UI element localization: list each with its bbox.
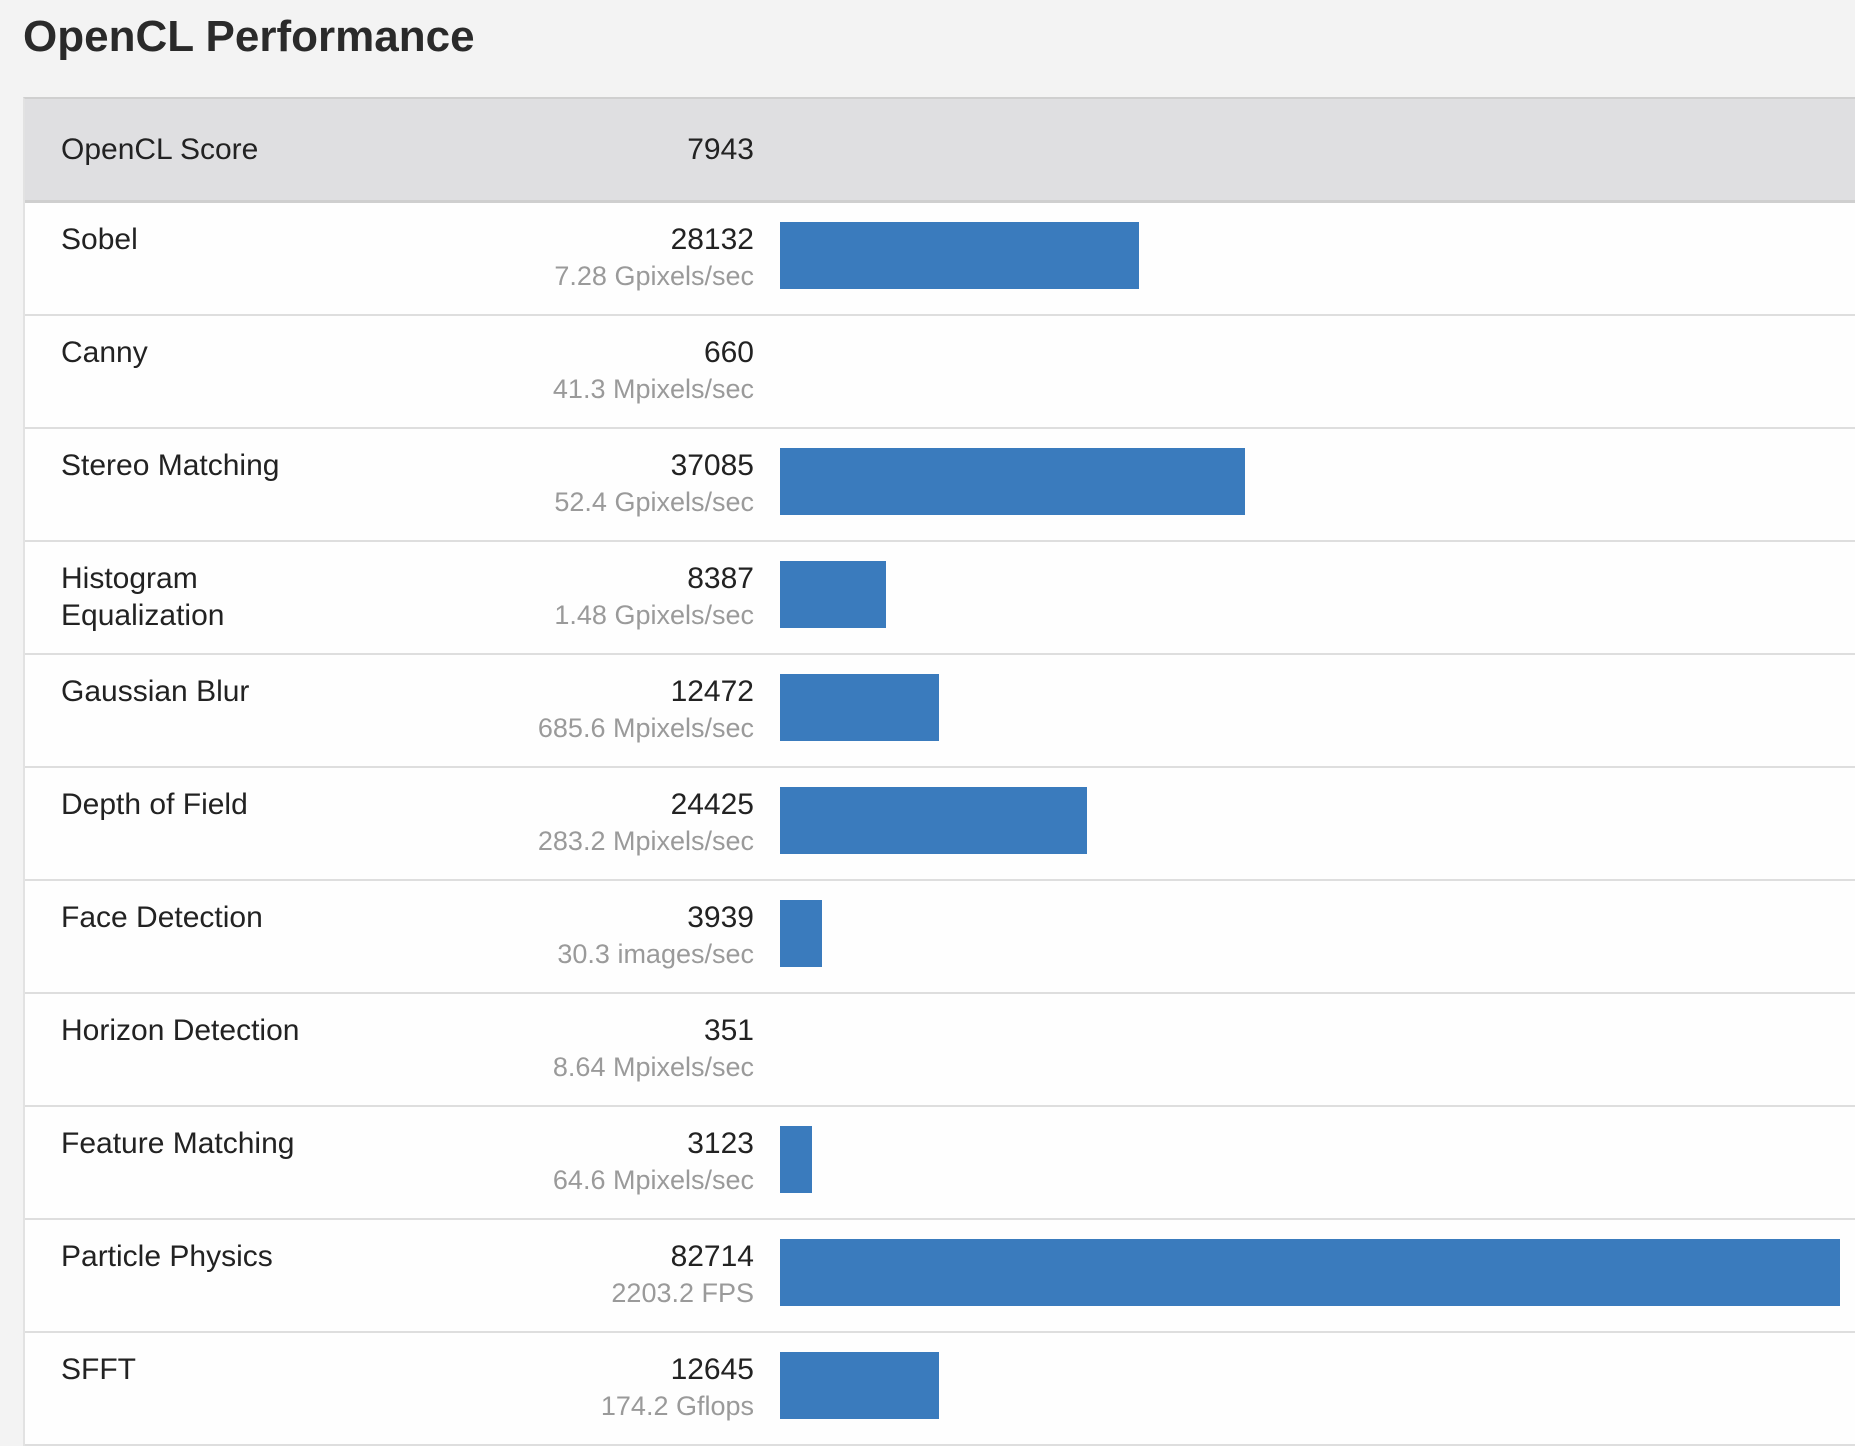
benchmark-rate: 52.4 Gpixels/sec <box>554 487 754 517</box>
benchmark-score: 28132 <box>670 223 754 256</box>
score-bar <box>780 1126 812 1193</box>
table-row: SFFT 12645 174.2 Gflops <box>25 1333 1855 1446</box>
benchmark-score: 351 <box>703 1014 754 1047</box>
benchmark-name: SFFT <box>61 1353 136 1386</box>
benchmark-table: OpenCL Score 7943 Sobel 28132 7.28 Gpixels… <box>23 97 1855 1446</box>
benchmark-rate: 2203.2 FPS <box>611 1278 754 1308</box>
table-row: Canny 660 41.3 Mpixels/sec <box>25 316 1855 429</box>
benchmark-score: 24425 <box>670 788 754 821</box>
summary-label: OpenCL Score <box>61 133 259 166</box>
table-row: Horizon Detection 351 8.64 Mpixels/sec <box>25 994 1855 1107</box>
score-bar <box>780 787 1088 854</box>
benchmark-rate: 283.2 Mpixels/sec <box>537 826 754 856</box>
benchmark-name: Horizon Detection <box>61 1014 300 1047</box>
summary-row: OpenCL Score 7943 <box>25 99 1855 203</box>
score-bar <box>780 1352 939 1419</box>
page-title: OpenCL Performance <box>23 12 475 61</box>
benchmark-score: 3939 <box>687 901 754 934</box>
benchmark-rate: 685.6 Mpixels/sec <box>537 713 754 743</box>
benchmark-score: 8387 <box>687 562 754 595</box>
benchmark-name: Depth of Field <box>61 788 248 821</box>
benchmark-name: Sobel <box>61 223 138 256</box>
benchmark-name: Histogram Equalization <box>61 562 225 632</box>
table-row: Sobel 28132 7.28 Gpixels/sec <box>25 203 1855 316</box>
score-bar <box>780 900 823 967</box>
benchmark-score: 660 <box>703 336 754 369</box>
benchmark-name: Feature Matching <box>61 1127 295 1160</box>
table-row: Face Detection 3939 30.3 images/sec <box>25 881 1855 994</box>
score-bar <box>780 561 886 628</box>
benchmark-score: 82714 <box>670 1240 754 1273</box>
benchmark-rate: 7.28 Gpixels/sec <box>554 261 754 291</box>
benchmark-rate: 41.3 Mpixels/sec <box>552 374 754 404</box>
benchmark-rate: 64.6 Mpixels/sec <box>552 1165 754 1195</box>
score-bar <box>780 222 1140 289</box>
score-bar <box>780 674 939 741</box>
benchmark-name: Canny <box>61 336 148 369</box>
benchmark-rate: 174.2 Gflops <box>600 1391 754 1421</box>
table-row: Histogram Equalization 8387 1.48 Gpixels/s… <box>25 542 1855 655</box>
table-row: Gaussian Blur 12472 685.6 Mpixels/sec <box>25 655 1855 768</box>
benchmark-name: Particle Physics <box>61 1240 273 1273</box>
benchmark-rate: 1.48 Gpixels/sec <box>554 600 754 630</box>
benchmark-score: 12472 <box>670 675 754 708</box>
benchmark-name: Gaussian Blur <box>61 675 250 708</box>
table-row: Feature Matching 3123 64.6 Mpixels/sec <box>25 1107 1855 1220</box>
table-row: Particle Physics 82714 2203.2 FPS <box>25 1220 1855 1333</box>
benchmark-name: Face Detection <box>61 901 263 934</box>
benchmark-rate: 8.64 Mpixels/sec <box>552 1052 754 1082</box>
table-row: Depth of Field 24425 283.2 Mpixels/sec <box>25 768 1855 881</box>
table-row: Stereo Matching 37085 52.4 Gpixels/sec <box>25 429 1855 542</box>
summary-score: 7943 <box>687 133 754 166</box>
benchmark-name: Stereo Matching <box>61 449 280 482</box>
score-bar <box>780 1239 1840 1306</box>
benchmark-score: 37085 <box>670 449 754 482</box>
benchmark-score: 12645 <box>670 1353 754 1386</box>
score-bar <box>780 448 1246 515</box>
benchmark-rate: 30.3 images/sec <box>557 939 754 969</box>
benchmark-score: 3123 <box>687 1127 754 1160</box>
